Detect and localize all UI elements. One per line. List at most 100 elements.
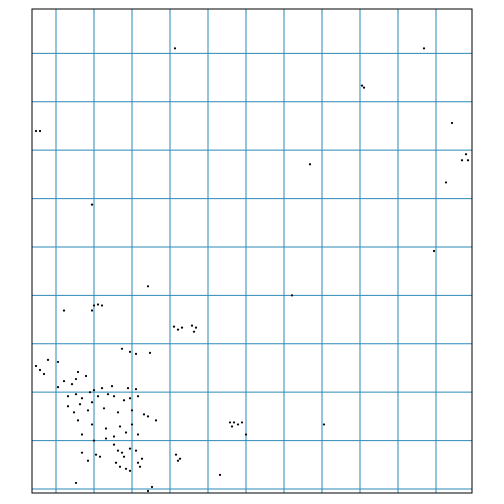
data-point	[34, 364, 38, 368]
data-point	[464, 153, 468, 156]
data-point	[172, 325, 176, 328]
data-point	[126, 387, 130, 390]
data-point	[128, 469, 132, 472]
data-point	[104, 437, 108, 440]
data-point	[106, 393, 110, 396]
data-point	[86, 459, 90, 462]
data-point	[142, 413, 146, 416]
data-point	[78, 403, 82, 406]
data-point	[116, 449, 120, 452]
data-point	[110, 385, 114, 388]
data-point	[72, 411, 76, 414]
data-point	[146, 285, 150, 288]
data-point	[74, 393, 78, 396]
data-point	[38, 129, 42, 133]
data-point	[194, 326, 198, 329]
data-point	[450, 121, 454, 125]
data-point	[178, 457, 182, 460]
data-point	[138, 465, 142, 468]
data-point	[96, 303, 100, 306]
data-point	[90, 423, 94, 426]
data-point	[66, 395, 70, 398]
data-point	[150, 485, 154, 489]
data-point	[90, 309, 94, 312]
data-point	[362, 86, 366, 89]
data-point	[466, 159, 470, 162]
data-point	[90, 203, 94, 206]
data-point	[56, 386, 60, 389]
data-point	[74, 377, 78, 381]
data-point	[140, 457, 144, 460]
data-point	[174, 453, 178, 456]
data-point	[136, 395, 140, 398]
data-point	[94, 453, 98, 456]
data-point	[116, 411, 120, 414]
grid-lines	[32, 9, 473, 493]
data-point	[422, 47, 426, 50]
data-point	[118, 465, 122, 468]
data-point	[128, 350, 132, 353]
data-point	[128, 397, 132, 400]
data-point	[134, 388, 138, 391]
data-point	[120, 347, 124, 350]
data-point	[34, 129, 38, 133]
data-point	[70, 383, 74, 386]
data-point	[62, 309, 66, 312]
plot-frame	[31, 8, 473, 494]
data-point	[134, 449, 138, 452]
data-point	[130, 423, 134, 426]
data-point	[130, 409, 134, 412]
data-point	[112, 435, 116, 438]
data-point	[122, 399, 126, 402]
data-point	[146, 415, 150, 418]
data-point	[98, 455, 102, 458]
data-point	[100, 387, 104, 390]
data-point	[290, 294, 294, 297]
data-point	[88, 391, 92, 394]
data-point	[230, 425, 234, 428]
data-point	[86, 409, 90, 412]
data-point	[84, 374, 88, 378]
data-point	[118, 425, 122, 428]
data-point	[80, 433, 84, 436]
data-point	[74, 481, 78, 485]
data-point	[92, 304, 96, 307]
data-point	[76, 370, 80, 374]
data-point	[80, 397, 84, 400]
data-point	[56, 360, 60, 364]
data-point	[173, 47, 177, 50]
data-point	[46, 358, 50, 361]
data-point	[308, 163, 312, 166]
data-point	[80, 451, 84, 454]
data-point	[120, 451, 124, 454]
data-point	[176, 459, 180, 462]
data-point	[124, 431, 128, 434]
data-point	[444, 181, 448, 184]
data-point	[102, 407, 106, 410]
data-point	[190, 324, 194, 327]
data-point	[42, 372, 46, 376]
data-point	[136, 461, 140, 464]
data-point	[38, 368, 42, 372]
data-point	[148, 351, 152, 354]
data-point	[62, 379, 66, 383]
data-point	[124, 467, 128, 470]
data-point	[192, 330, 196, 333]
data-point	[322, 423, 326, 426]
data-point	[154, 419, 158, 422]
data-point	[146, 489, 150, 493]
data-point	[232, 421, 236, 424]
data-point	[114, 461, 118, 464]
data-point	[180, 326, 184, 329]
data-point	[176, 328, 180, 331]
data-point	[128, 447, 132, 450]
data-point	[236, 423, 240, 426]
data-point	[90, 401, 94, 404]
data-point	[134, 352, 138, 355]
data-point	[112, 395, 116, 398]
data-point	[136, 433, 140, 436]
data-point	[218, 473, 222, 476]
data-point	[92, 389, 96, 392]
data-point	[122, 455, 126, 458]
data-point	[112, 443, 116, 446]
